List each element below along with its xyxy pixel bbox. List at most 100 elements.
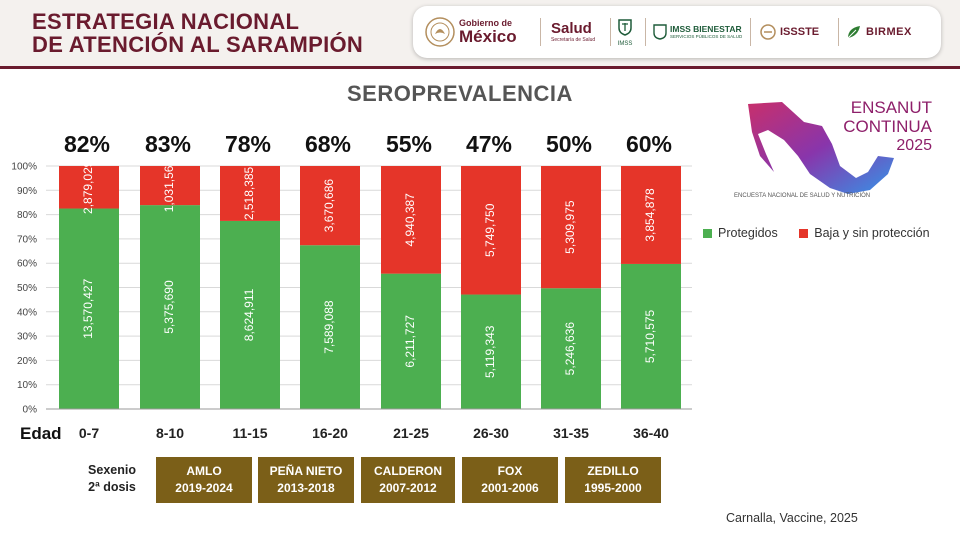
birmex-text: BIRMEX [866,26,912,38]
header-divider [0,66,960,69]
page-title: ESTRATEGIA NACIONAL DE ATENCIÓN AL SARAM… [32,10,363,56]
percent-label: 82% [64,131,110,157]
legend-swatch-red [799,229,809,239]
sexenio-box: FOX 2001-2006 [462,457,558,503]
sexenio-years: 2001-2006 [481,481,539,495]
sexenio-years: 2013-2018 [277,481,335,495]
percent-label: 50% [546,131,592,157]
legend-label-protected: Protegidos [718,226,778,240]
bar-unprotected [621,166,681,264]
bar-protected [381,273,441,409]
y-tick-label: 0% [23,405,38,416]
imss-bienestar-shield-icon [653,24,667,40]
gobierno-logo: Gobierno de México [425,6,517,58]
legend-label-unprotected: Baja y sin protección [814,226,930,240]
percent-label: 78% [225,131,271,157]
bar-label-unprotected: 2,518,385 [242,166,256,220]
logo-separator [610,18,611,46]
bar-label-protected: 5,710,575 [643,309,657,363]
bar-unprotected [220,166,280,221]
bar-label-protected: 7,589,088 [322,300,336,354]
bar-label-unprotected: 3,854,878 [643,188,657,242]
y-tick-label: 50% [17,283,37,294]
bar-label-protected: 5,375,690 [162,280,176,334]
gobierno-main-text: México [459,27,517,46]
bar-protected [300,245,360,409]
sexenio-box: AMLO 2019-2024 [156,457,252,503]
x-axis-title: Edad [20,424,62,443]
bar-label-unprotected: 4,940,387 [403,193,417,247]
institution-logos: Gobierno de México Salud Secretaría de S… [413,6,941,58]
sexenio-label-line-1: Sexenio [88,463,136,477]
bar-label-protected: 8,624,911 [242,288,256,341]
sexenio-label: Sexenio 2ª dosis [74,462,150,496]
ensanut-line-2: CONTINUA [843,117,932,136]
imss-bienestar-text: IMSS BIENESTAR [670,24,742,34]
y-tick-label: 70% [17,234,37,245]
issste-text: ISSSTE [780,26,820,38]
percent-label: 83% [145,131,191,157]
legend-item-protected: Protegidos [703,226,778,240]
mexico-map-icon [748,102,894,194]
salud-logo: Salud Secretaría de Salud [551,6,595,58]
y-tick-label: 90% [17,186,37,197]
x-tick-label: 26-30 [473,425,509,441]
y-tick-label: 20% [17,356,37,367]
chart-heading: SEROPREVALENCIA [347,81,573,106]
x-tick-label: 31-35 [553,425,589,441]
bar-label-protected: 6,211,727 [403,315,417,368]
imss-bienestar-logo: IMSS BIENESTAR SERVICIOS PÚBLICOS DE SAL… [653,6,742,58]
sexenio-years: 1995-2000 [584,481,642,495]
sexenio-name: PEÑA NIETO [269,464,343,478]
bar-label-unprotected: 3,670,686 [322,179,336,233]
logo-separator [750,18,751,46]
birmex-logo: BIRMEX [846,6,912,58]
sexenio-box: ZEDILLO 1995-2000 [565,457,661,503]
bar-unprotected [59,166,119,209]
birmex-leaf-icon [847,26,860,39]
title-line-2: DE ATENCIÓN AL SARAMPIÓN [32,32,364,57]
percent-label: 55% [386,131,432,157]
bar-protected [461,294,521,409]
y-tick-label: 60% [17,259,37,270]
bar-protected [59,208,119,409]
sexenio-name: CALDERON [374,464,442,478]
bar-unprotected [300,166,360,246]
imss-text: IMSS [617,40,633,47]
source-citation: Carnalla, Vaccine, 2025 [726,511,858,525]
y-tick-label: 80% [17,210,37,221]
percent-label: 68% [305,131,351,157]
x-tick-label: 21-25 [393,425,429,441]
y-tick-label: 10% [17,380,37,391]
y-tick-label: 100% [11,162,37,173]
chart-legend: Protegidos Baja y sin protección [703,226,948,240]
bar-label-protected: 5,119,343 [483,325,497,378]
ensanut-logo: ENSANUT CONTINUA 2025 ENCUESTA NACIONAL … [734,96,934,206]
imss-bienestar-subtext: SERVICIOS PÚBLICOS DE SALUD [670,34,743,39]
bar-protected [220,220,280,409]
salud-subtext: Secretaría de Salud [551,37,596,43]
x-tick-label: 0-7 [79,425,99,441]
sexenio-box: CALDERON 2007-2012 [361,457,455,503]
sexenio-years: 2007-2012 [379,481,437,495]
ensanut-text: ENSANUT CONTINUA 2025 [818,98,932,155]
ensanut-year: 2025 [896,137,932,154]
gobierno-top-text: Gobierno de [459,18,513,28]
legend-swatch-green [703,229,712,239]
sexenio-label-line-2: 2ª dosis [88,480,136,494]
sexenio-name: ZEDILLO [587,464,639,478]
sexenio-name: FOX [497,464,523,478]
imss-logo: IMSS [617,6,633,58]
sexenio-years: 2019-2024 [175,481,233,495]
y-tick-label: 30% [17,332,37,343]
ensanut-line-1: ENSANUT [850,98,932,117]
title-line-1: ESTRATEGIA NACIONAL [32,9,300,34]
logo-separator [838,18,839,46]
x-tick-label: 11-15 [232,425,267,441]
bar-label-unprotected: 5,749,750 [483,203,497,257]
bar-label-unprotected: 2,879,029 [81,160,95,214]
percent-label: 60% [626,131,672,157]
percent-label: 47% [466,131,512,157]
x-tick-label: 8-10 [156,425,184,441]
sexenio-name: AMLO [186,464,222,478]
